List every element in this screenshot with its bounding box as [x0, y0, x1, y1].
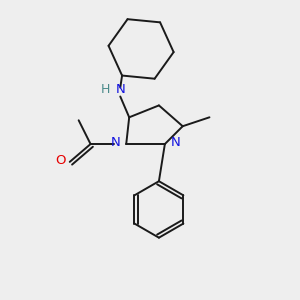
Text: O: O [56, 154, 66, 167]
Text: N: N [116, 82, 125, 96]
Text: N: N [111, 136, 121, 149]
Text: H: H [101, 82, 110, 96]
Text: N: N [170, 136, 180, 149]
